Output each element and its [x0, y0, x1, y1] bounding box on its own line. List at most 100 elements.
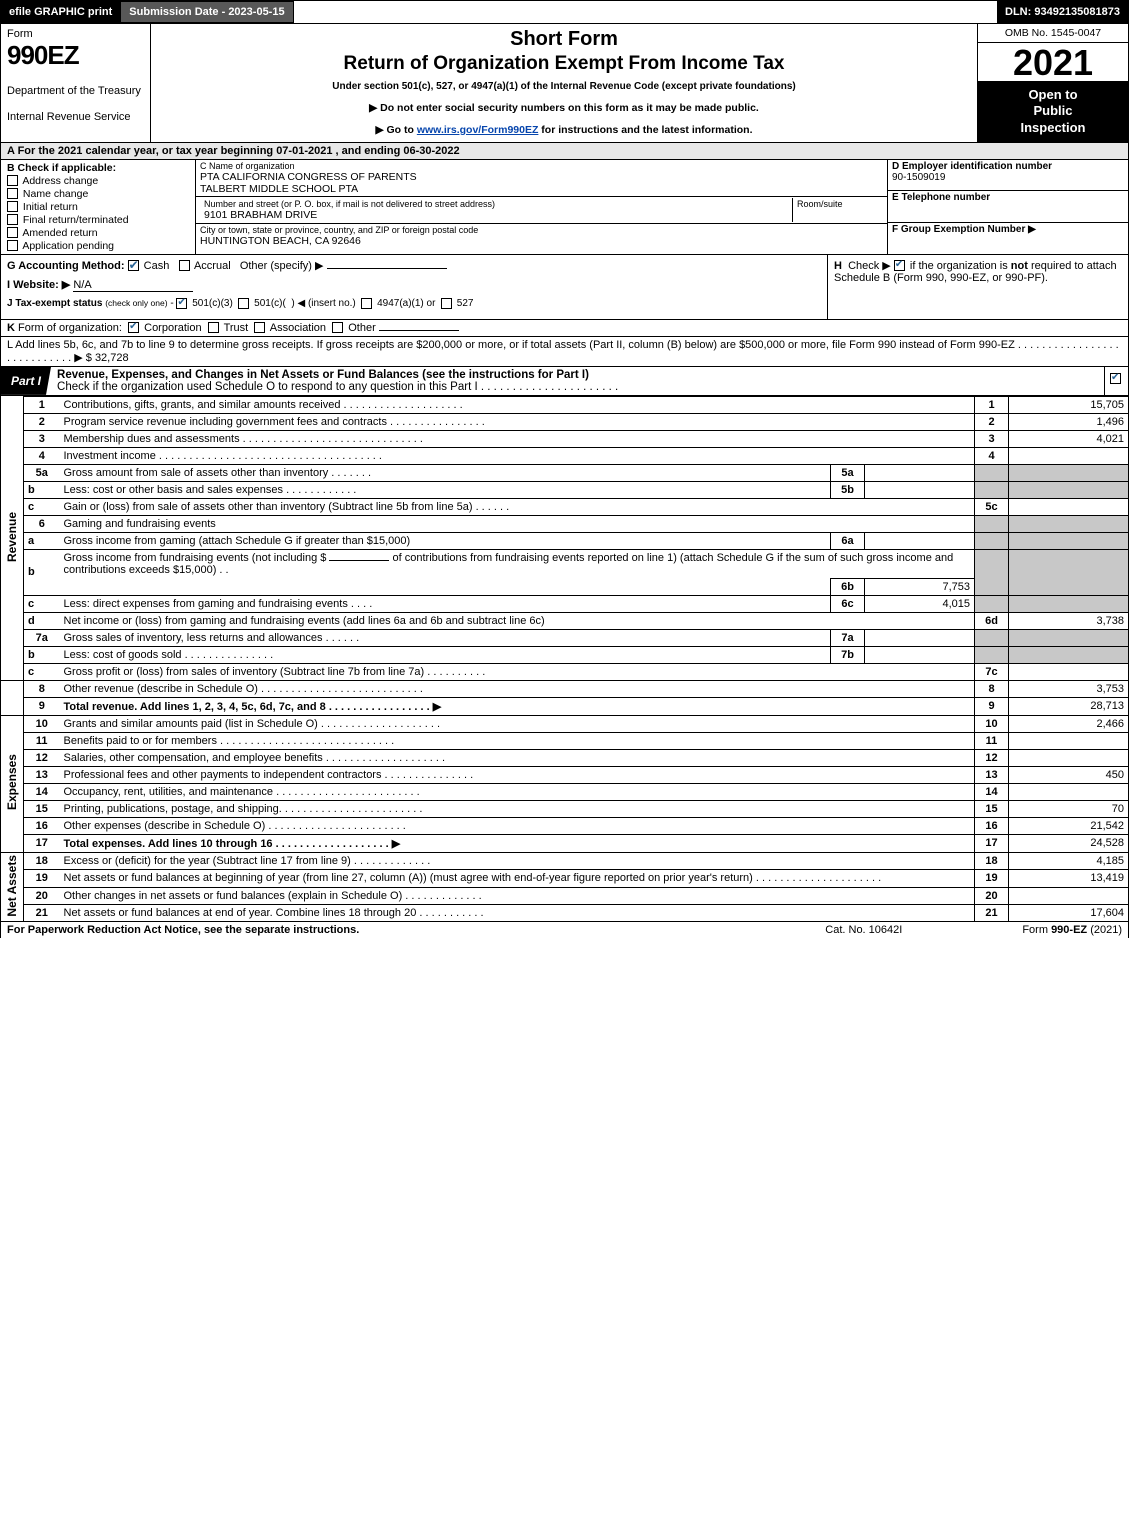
l6-rnum-shade: [975, 515, 1009, 532]
header-right: OMB No. 1545-0047 2021 Open toPublicInsp…: [978, 24, 1128, 142]
goto-pre: ▶ Go to: [376, 124, 417, 136]
l6b-rnum-shade: [975, 549, 1009, 595]
accrual-label: Accrual: [194, 260, 231, 272]
l11-desc: Benefits paid to or for members . . . . …: [60, 732, 975, 749]
l18-num: 18: [24, 852, 60, 869]
line-l-text: L Add lines 5b, 6c, and 7b to line 9 to …: [7, 339, 1119, 364]
part1-table: Revenue 1 Contributions, gifts, grants, …: [0, 396, 1129, 923]
l17-num: 17: [24, 834, 60, 852]
l16-desc: Other expenses (describe in Schedule O) …: [60, 817, 975, 834]
l12-num: 12: [24, 749, 60, 766]
l20-rnum: 20: [975, 887, 1009, 904]
row-a-taxyear: A For the 2021 calendar year, or tax yea…: [0, 143, 1129, 160]
l13-rnum: 13: [975, 766, 1009, 783]
dln-label: DLN: 93492135081873: [997, 1, 1128, 23]
l8-num: 8: [24, 680, 60, 697]
chk-other-org[interactable]: [332, 322, 343, 333]
footer-left: For Paperwork Reduction Act Notice, see …: [7, 924, 825, 936]
chk-amended-return[interactable]: Amended return: [7, 227, 189, 239]
ein-cell: D Employer identification number 90-1509…: [888, 160, 1128, 192]
l6a-rnum-shade: [975, 532, 1009, 549]
page-footer: For Paperwork Reduction Act Notice, see …: [0, 922, 1129, 938]
l15-value: 70: [1009, 800, 1129, 817]
l10-desc: Grants and similar amounts paid (list in…: [60, 715, 975, 732]
l6d-num: d: [24, 612, 60, 629]
header-left: Form 990EZ Department of the Treasury In…: [1, 24, 151, 142]
box-c: C Name of organization PTA CALIFORNIA CO…: [196, 160, 888, 254]
footer-right: Form 990-EZ (2021): [1022, 924, 1122, 936]
l6c-innum: 6c: [831, 595, 865, 612]
chk-cash[interactable]: [128, 260, 139, 271]
chk-association[interactable]: [254, 322, 265, 333]
l6c-num: c: [24, 595, 60, 612]
l19-value: 13,419: [1009, 870, 1129, 887]
l18-rnum: 18: [975, 852, 1009, 869]
part1-check-o[interactable]: [1104, 367, 1128, 395]
l7a-desc: Gross sales of inventory, less returns a…: [60, 629, 831, 646]
l2-desc: Program service revenue including govern…: [60, 413, 975, 430]
footer-cat: Cat. No. 10642I: [825, 924, 902, 936]
l5c-desc: Gain or (loss) from sale of assets other…: [60, 498, 975, 515]
l5b-rnum-shade: [975, 481, 1009, 498]
form-title: Return of Organization Exempt From Incom…: [159, 53, 969, 75]
l20-num: 20: [24, 887, 60, 904]
part1-title: Revenue, Expenses, and Changes in Net As…: [51, 367, 1104, 395]
chk-address-change[interactable]: Address change: [7, 175, 189, 187]
street-cell: Number and street (or P. O. box, if mail…: [200, 198, 793, 222]
l5a-inval: [865, 464, 975, 481]
line-l-value: 32,728: [95, 352, 129, 364]
g-label: G Accounting Method:: [7, 260, 128, 272]
irs-link[interactable]: www.irs.gov/Form990EZ: [417, 124, 539, 136]
dept-irs: Internal Revenue Service: [7, 111, 144, 123]
chk-no-schedule-b[interactable]: [894, 260, 905, 271]
other-specify-input[interactable]: [327, 268, 447, 269]
omb-number: OMB No. 1545-0047: [978, 24, 1128, 43]
chk-trust[interactable]: [208, 322, 219, 333]
expenses-rotated-label: Expenses: [1, 715, 24, 852]
short-form-label: Short Form: [159, 28, 969, 51]
l14-desc: Occupancy, rent, utilities, and maintena…: [60, 783, 975, 800]
chk-final-return[interactable]: Final return/terminated: [7, 214, 189, 226]
chk-initial-return[interactable]: Initial return: [7, 201, 189, 213]
chk-501c3[interactable]: [176, 298, 187, 309]
l7b-num: b: [24, 646, 60, 663]
l11-num: 11: [24, 732, 60, 749]
l5a-num: 5a: [24, 464, 60, 481]
chk-501c[interactable]: [238, 298, 249, 309]
l6b-desc-2: [60, 578, 831, 595]
other-org-input[interactable]: [379, 330, 459, 331]
l14-rnum: 14: [975, 783, 1009, 800]
l6c-rval-shade: [1009, 595, 1129, 612]
l1-desc: Contributions, gifts, grants, and simila…: [60, 396, 975, 413]
chk-accrual[interactable]: [179, 260, 190, 271]
box-b-title: B Check if applicable:: [7, 162, 189, 174]
l3-value: 4,021: [1009, 430, 1129, 447]
open-to-public: Open toPublicInspection: [978, 81, 1128, 142]
l9-rnum: 9: [975, 697, 1009, 715]
efile-label[interactable]: efile GRAPHIC print: [1, 1, 120, 23]
revenue-rotated-label: Revenue: [1, 396, 24, 680]
h-box: H Check ▶ if the organization is not req…: [828, 255, 1128, 319]
l21-value: 17,604: [1009, 905, 1129, 922]
group-exemption-cell: F Group Exemption Number ▶: [888, 223, 1128, 254]
l8-rnum: 8: [975, 680, 1009, 697]
chk-527[interactable]: [441, 298, 452, 309]
form-number: 990EZ: [7, 40, 144, 71]
l7a-innum: 7a: [831, 629, 865, 646]
group-exemption-label: F Group Exemption Number ▶: [892, 224, 1036, 235]
under-section: Under section 501(c), 527, or 4947(a)(1)…: [159, 81, 969, 92]
l6b-blank-amount[interactable]: [329, 560, 389, 561]
l2-num: 2: [24, 413, 60, 430]
line-g: G Accounting Method: Cash Accrual Other …: [7, 259, 821, 272]
part1-header: Part I Revenue, Expenses, and Changes in…: [0, 367, 1129, 396]
chk-name-change[interactable]: Name change: [7, 188, 189, 200]
l3-rnum: 3: [975, 430, 1009, 447]
ein-label: D Employer identification number: [892, 161, 1052, 172]
chk-corporation[interactable]: [128, 322, 139, 333]
l4-value: [1009, 447, 1129, 464]
l6b-num: b: [24, 549, 60, 595]
chk-application-pending[interactable]: Application pending: [7, 240, 189, 252]
l14-num: 14: [24, 783, 60, 800]
chk-4947[interactable]: [361, 298, 372, 309]
l7b-desc: Less: cost of goods sold . . . . . . . .…: [60, 646, 831, 663]
